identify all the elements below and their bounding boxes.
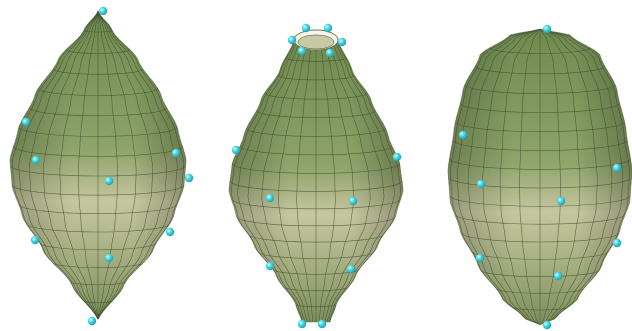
control-point-marker — [165, 227, 175, 237]
control-point-marker — [458, 130, 468, 140]
mesh-meridian-line — [262, 42, 308, 323]
surface-mesh-grid — [10, 11, 185, 320]
mesh-meridian-line — [43, 11, 98, 320]
mesh-meridian-line — [98, 11, 167, 320]
control-point-marker — [346, 264, 356, 274]
control-point-marker — [21, 117, 31, 127]
mesh-meridian-line — [540, 29, 612, 323]
mesh-meridian-line — [297, 43, 313, 324]
mesh-meridian-line — [325, 42, 371, 323]
control-point-marker — [104, 176, 114, 186]
mesh-meridian-line — [278, 42, 310, 323]
control-point-marker — [104, 253, 114, 263]
control-point-marker — [323, 23, 333, 33]
open-top-inner — [297, 34, 335, 50]
mesh-meridian-line — [327, 42, 384, 323]
control-point-marker — [184, 173, 194, 183]
control-point-marker — [98, 6, 108, 16]
control-point-marker — [265, 193, 275, 203]
control-point-marker — [612, 238, 622, 248]
control-point-marker — [542, 320, 552, 330]
mesh-meridian-line — [29, 11, 98, 320]
mesh-meridian-line — [520, 29, 541, 324]
control-point-marker — [392, 152, 402, 162]
control-point-marker — [348, 196, 358, 206]
control-point-marker — [337, 37, 347, 47]
control-point-marker — [31, 155, 41, 165]
control-point-marker — [287, 35, 297, 45]
mesh-meridian-line — [60, 11, 98, 320]
mesh-meridian-line — [540, 29, 597, 323]
control-point-marker — [542, 24, 552, 34]
control-point-marker — [556, 196, 566, 206]
mesh-meridian-line — [540, 29, 623, 323]
control-point-marker — [297, 319, 307, 329]
mesh-meridian-line — [322, 42, 354, 323]
mesh-meridian-line — [457, 29, 540, 323]
mesh-meridian-line — [540, 29, 561, 324]
control-point-marker — [476, 179, 486, 189]
surface-mesh-grid — [230, 41, 402, 324]
control-point-marker — [553, 271, 563, 281]
mesh-meridian-line — [19, 11, 98, 320]
surface-rounded-spindle — [447, 24, 632, 330]
mesh-meridian-line — [238, 41, 304, 323]
mesh-meridian-line — [500, 29, 540, 323]
control-point-marker — [317, 319, 327, 329]
mesh-meridian-line — [98, 11, 118, 320]
control-point-marker — [30, 235, 40, 245]
control-point-marker — [87, 316, 97, 326]
control-point-marker — [297, 46, 307, 56]
control-point-marker — [265, 261, 275, 271]
surface-mesh-grid — [448, 29, 631, 324]
mesh-meridian-line — [540, 29, 580, 323]
mesh-meridian-line — [329, 41, 395, 323]
mesh-meridian-line — [468, 29, 540, 323]
control-point-marker — [325, 48, 335, 58]
mesh-meridian-line — [98, 11, 153, 320]
surface-open-top-vase — [228, 23, 404, 329]
mesh-meridian-line — [98, 11, 136, 320]
surface-outline — [447, 28, 632, 326]
surface-outline — [9, 10, 187, 320]
control-point-marker — [475, 253, 485, 263]
control-point-marker — [171, 148, 181, 158]
mesh-meridian-line — [78, 11, 98, 320]
control-point-marker — [231, 145, 241, 155]
mesh-meridian-line — [231, 41, 302, 323]
mesh-meridian-line — [248, 42, 305, 323]
control-point-marker — [301, 23, 311, 33]
mesh-meridian-line — [319, 43, 335, 324]
mesh-meridian-line — [330, 41, 401, 323]
control-point-marker — [612, 163, 622, 173]
surface-pointed-spindle — [9, 6, 194, 326]
mesh-meridian-line — [98, 11, 177, 320]
